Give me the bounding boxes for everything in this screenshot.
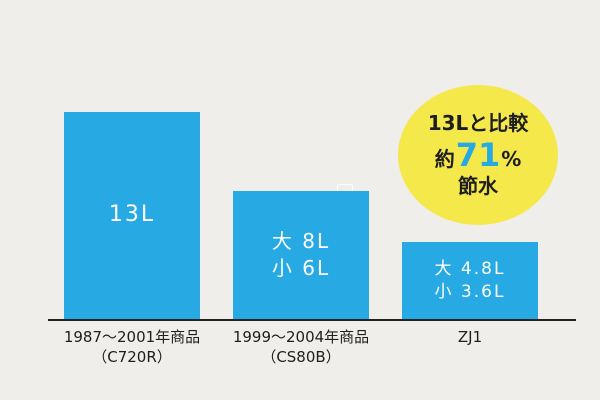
bar-label-line1: 13L bbox=[108, 202, 156, 228]
category-label-line2: （C720R） bbox=[92, 348, 172, 367]
bar-1987-2001: 13L bbox=[64, 111, 200, 319]
category-label-1999-2004: 1999～2004年商品 （CS80B） bbox=[211, 327, 391, 368]
x-axis-line bbox=[48, 319, 576, 321]
category-label-zj1: ZJ1 bbox=[380, 327, 560, 347]
category-label-line1: 1999～2004年商品 bbox=[232, 328, 370, 346]
category-label-line1: 1987～2001年商品 bbox=[63, 328, 201, 346]
lid-tab-icon bbox=[337, 184, 353, 192]
category-label-line1: ZJ1 bbox=[457, 328, 483, 346]
badge-percent-sign: % bbox=[501, 146, 522, 171]
bar-label-line1: 大 8L bbox=[271, 229, 331, 254]
badge-percentage: 約 71 % bbox=[435, 136, 522, 174]
bar-1999-2004: 大 8L 小 6L bbox=[233, 191, 369, 319]
category-label-1987-2001: 1987～2001年商品 （C720R） bbox=[42, 327, 222, 368]
bar-zj1: 大 4.8L 小 3.6L bbox=[402, 242, 538, 319]
badge-comparison-text: 13Lと比較 bbox=[427, 110, 529, 135]
bar-label-line1: 大 4.8L bbox=[434, 258, 506, 279]
badge-percent-number: 71 bbox=[455, 135, 501, 174]
savings-badge: 13Lと比較 約 71 % 節水 bbox=[398, 85, 558, 225]
bar-label-line2: 小 3.6L bbox=[434, 281, 506, 302]
badge-water-saving-text: 節水 bbox=[458, 174, 498, 199]
badge-approx-prefix: 約 bbox=[434, 146, 455, 171]
bar-label-line2: 小 6L bbox=[271, 256, 331, 281]
category-label-line2: （CS80B） bbox=[261, 348, 341, 367]
